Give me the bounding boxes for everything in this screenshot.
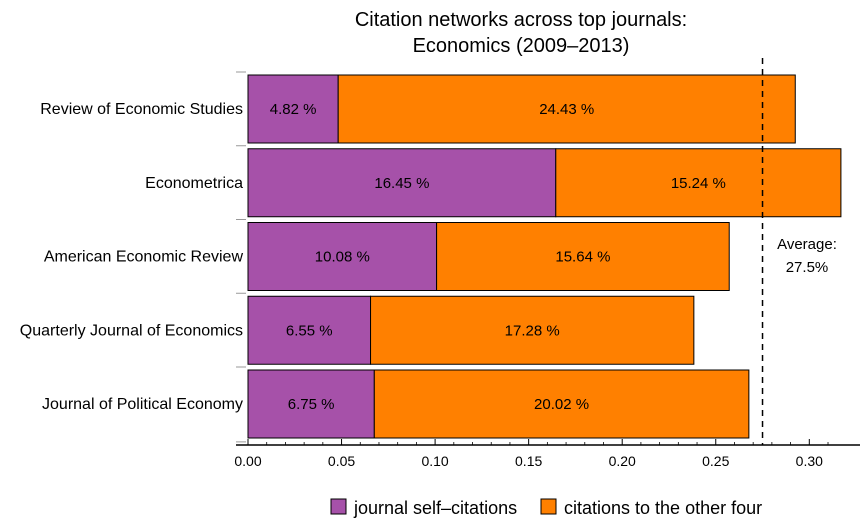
bar-data-label: 6.55 % <box>286 322 333 339</box>
bar-data-label: 24.43 % <box>539 101 594 118</box>
x-tick-label: 0.10 <box>421 453 448 469</box>
x-tick-label: 0.20 <box>609 453 636 469</box>
bar-other-four <box>373 369 750 439</box>
category-label: American Economic Review <box>44 249 244 266</box>
legend: journal self–citations citations to the … <box>330 498 762 518</box>
x-tick-label: 0.15 <box>515 453 542 469</box>
bar-other-four <box>436 222 730 291</box>
bar-data-label: 15.64 % <box>555 249 610 266</box>
category-label: Review of Economic Studies <box>40 101 243 118</box>
legend-swatch-other-four <box>540 498 557 515</box>
bar-data-label: 16.45 % <box>374 175 429 192</box>
bar-self-citations <box>247 369 375 439</box>
x-tick-label: 0.00 <box>234 453 261 469</box>
bars-layer: Review of Economic Studies 4.82 % 24.43 % E… <box>20 71 842 443</box>
bar-other-four <box>370 295 695 365</box>
average-label: Average: <box>777 236 837 253</box>
legend-label-self-citations: journal self–citations <box>353 498 517 518</box>
category-label: Journal of Political Economy <box>42 396 243 413</box>
average-value-label: 27.5% <box>786 259 829 276</box>
legend-swatch-self-citations <box>330 498 347 515</box>
bar-data-label: 6.75 % <box>288 396 335 413</box>
bar-self-citations <box>247 74 339 144</box>
category-label: Econometrica <box>145 175 243 192</box>
x-axis: 0.00 0.05 0.10 0.15 0.20 0.25 0.30 <box>234 439 860 469</box>
bar-data-label: 15.24 % <box>671 175 726 192</box>
bar-self-citations <box>247 148 557 218</box>
category-label: Quarterly Journal of Economics <box>20 322 243 339</box>
x-tick-label: 0.25 <box>702 453 729 469</box>
bar-self-citations <box>247 222 438 291</box>
x-tick-label: 0.05 <box>328 453 355 469</box>
bar-other-four <box>337 74 796 144</box>
bar-data-label: 17.28 % <box>505 322 560 339</box>
chart-title-line-2: Economics (2009–2013) <box>413 35 630 57</box>
x-tick-label: 0.30 <box>796 453 823 469</box>
bar-data-label: 10.08 % <box>315 249 370 266</box>
legend-label-other-four: citations to the other four <box>564 498 762 518</box>
bar-data-label: 4.82 % <box>270 101 317 118</box>
bar-other-four <box>555 148 842 218</box>
chart-title-line-1: Citation networks across top journals: <box>355 9 687 31</box>
bar-data-label: 20.02 % <box>534 396 589 413</box>
